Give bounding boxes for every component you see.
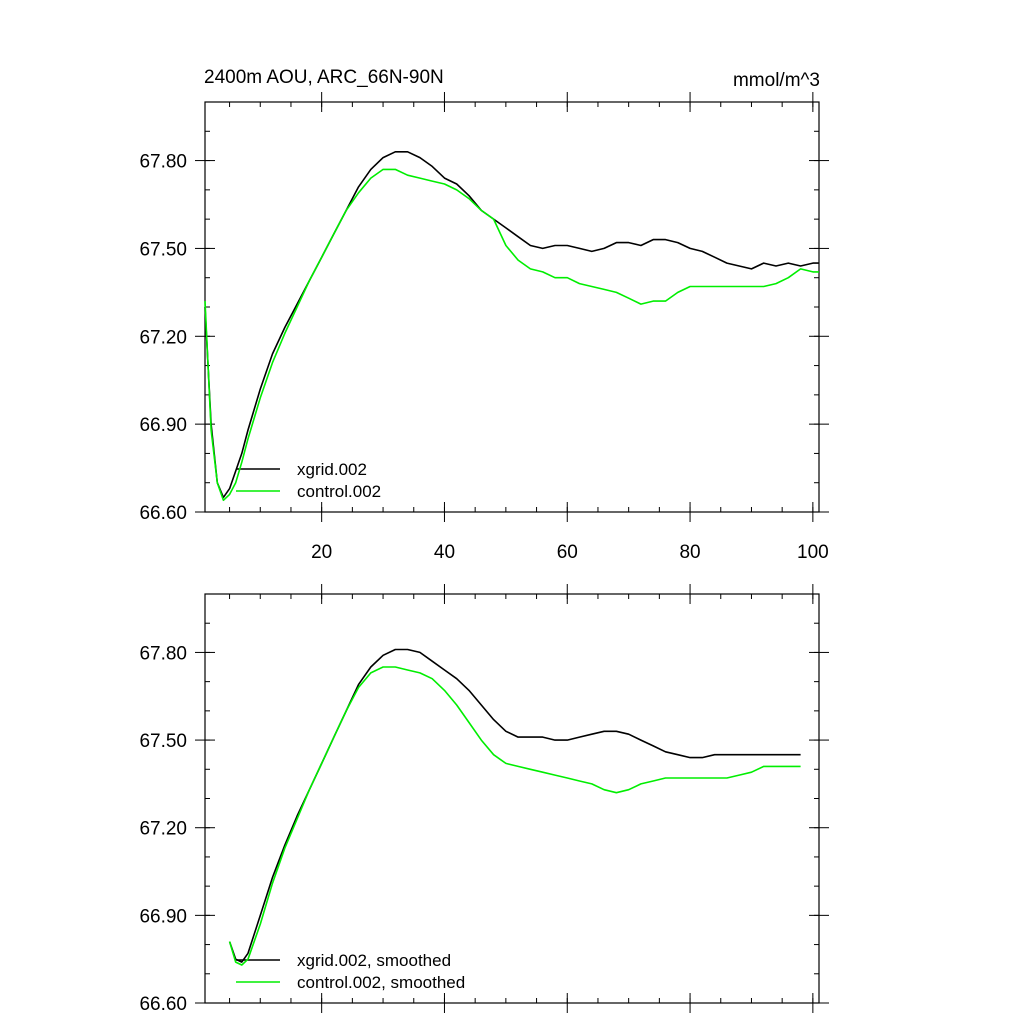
x-tick-label: 60: [557, 542, 578, 563]
bottom-plot-frame: [204, 593, 820, 1004]
y-tick-label: 67.50: [139, 239, 187, 260]
chart-title: 2400m AOU, ARC_66N-90N: [204, 67, 444, 88]
x-tick-label: 20: [311, 542, 332, 563]
legend-label: xgrid.002, smoothed: [297, 951, 451, 970]
chart-units: mmol/m^3: [733, 70, 820, 91]
y-tick-label: 66.60: [139, 503, 187, 524]
legend-label: control.002: [297, 482, 381, 501]
y-tick-label: 67.50: [139, 731, 187, 752]
x-tick-label: 100: [797, 542, 829, 563]
series-line-control-002-smoothed: [228, 666, 801, 966]
y-tick-label: 66.90: [139, 415, 187, 436]
y-tick-label: 66.60: [139, 994, 187, 1015]
y-tick-label: 66.90: [139, 906, 187, 927]
y-tick-label: 67.80: [139, 643, 187, 664]
y-tick-label: 67.80: [139, 152, 187, 173]
x-tick-label: 40: [434, 542, 455, 563]
series-line-xgrid-002: [204, 151, 819, 499]
y-tick-label: 67.20: [139, 327, 187, 348]
legend-label: control.002, smoothed: [297, 973, 465, 992]
series-line-control-002: [204, 168, 819, 502]
legend-label: xgrid.002: [297, 460, 367, 479]
x-tick-label: 80: [679, 542, 700, 563]
y-tick-label: 67.20: [139, 819, 187, 840]
bottom-panel: 66.60 66.90 67.20 67.50 67.80 xgrid.002, smoo…: [139, 584, 829, 1015]
series-line-xgrid-002-smoothed: [228, 648, 801, 963]
top-panel: 66.60 66.90 67.20 67.50 67.80 20 40 60 80 100 xgri…: [139, 92, 829, 563]
